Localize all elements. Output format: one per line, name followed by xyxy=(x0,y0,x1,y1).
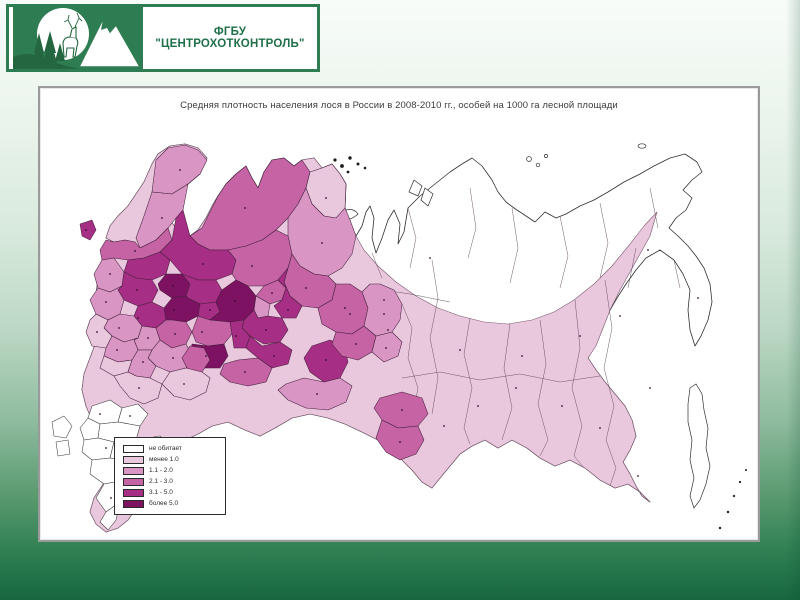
legend-item-label: более 5.0 xyxy=(149,500,179,507)
antlers-icon xyxy=(63,12,83,29)
deer-icon xyxy=(62,26,79,58)
legend-swatch-icon xyxy=(123,477,144,486)
header-logo-box: ФГБУ "ЦЕНТРОХОТКОНТРОЛЬ" xyxy=(6,4,320,72)
legend-item-label: менее 1.0 xyxy=(149,456,179,463)
legend-swatch-icon xyxy=(123,455,144,464)
legend-swatch-icon xyxy=(123,488,144,497)
kuril-islands-icon xyxy=(718,469,747,530)
region-mosaic xyxy=(79,144,429,461)
legend-item-label: 3.1 - 5.0 xyxy=(149,489,173,496)
org-name-label: ФГБУ "ЦЕНТРОХОТКОНТРОЛЬ" xyxy=(155,26,305,50)
legend-item: более 5.0 xyxy=(123,498,225,509)
region-kaliningrad xyxy=(79,219,97,241)
legend-swatch-icon xyxy=(123,499,144,508)
administrative-borders xyxy=(369,187,681,487)
legend-item: менее 1.0 xyxy=(123,454,225,465)
mountain-icon xyxy=(77,17,142,68)
legend-item: 1.1 - 2.0 xyxy=(123,465,225,476)
franz-josef-land-icon xyxy=(333,156,367,174)
legend-item: 3.1 - 5.0 xyxy=(123,487,225,498)
legend-items: не обитает менее 1.0 1.1 - 2.0 2.1 - 3.0 3.1… xyxy=(123,443,225,509)
region-number-marks xyxy=(85,169,699,499)
map-panel: Средняя плотность населения лося в Росси… xyxy=(38,86,760,542)
legend-item-label: не обитает xyxy=(149,445,182,452)
map-title: Средняя плотность населения лося в Росси… xyxy=(180,100,618,111)
legend-swatch-icon xyxy=(123,444,144,453)
legend-swatch-icon xyxy=(123,466,144,475)
legend-item: 2.1 - 3.0 xyxy=(123,476,225,487)
trees-icon xyxy=(33,31,65,63)
slide-right-edge-shade xyxy=(786,0,800,600)
russia-moose-density-map xyxy=(51,143,747,533)
legend-item: не обитает xyxy=(123,443,225,454)
legend-item-label: 2.1 - 3.0 xyxy=(149,478,173,485)
map-legend: не обитает менее 1.0 1.1 - 2.0 2.1 - 3.0 3.1… xyxy=(114,437,226,515)
neighbour-country-outlines xyxy=(51,415,73,457)
legend-item-label: 1.1 - 2.0 xyxy=(149,467,173,474)
hunting-control-logo-icon xyxy=(13,7,143,69)
sakhalin-island xyxy=(687,383,711,509)
